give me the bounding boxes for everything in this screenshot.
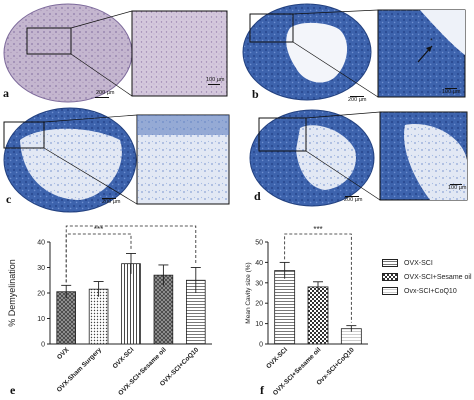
y-axis-label: % Demyelination — [7, 259, 17, 327]
y-tick-label: 20 — [255, 301, 263, 308]
bar — [121, 263, 141, 345]
significance-label: *** — [94, 225, 103, 234]
scale-b-main: 200 µm — [348, 97, 367, 103]
y-tick-label: 30 — [255, 280, 263, 287]
panel-c-inset — [136, 114, 230, 205]
y-tick-label: 40 — [37, 240, 45, 247]
y-tick-label: 50 — [255, 240, 263, 247]
panel-b-label: b — [252, 87, 259, 101]
panel-b-inset: * — [377, 9, 466, 98]
panel-d-main — [249, 109, 381, 207]
scale-bar-a-main — [95, 97, 109, 98]
bar — [274, 270, 296, 345]
chart-f-legend: OVX-SCI OVX-SCI+Sesame oil Ovx-SCI+CoQ10 — [382, 256, 472, 298]
scale-d-main: 200 µm — [344, 197, 363, 203]
scale-bar-b-inset — [445, 88, 457, 89]
scale-bar-d-main — [345, 196, 359, 197]
x-tick-label: OVX — [56, 346, 71, 361]
panel-d-inset — [379, 111, 468, 201]
bar — [307, 286, 329, 345]
bar — [153, 274, 174, 345]
legend-item: Ovx-SCI+CoQ10 — [382, 284, 472, 298]
scale-d-inset: 100 µm — [448, 185, 467, 191]
legend-label: OVX-SCI+Sesame oil — [404, 273, 472, 281]
y-tick-label: 10 — [37, 316, 45, 323]
legend-item: OVX-SCI+Sesame oil — [382, 270, 472, 284]
legend-swatch — [382, 273, 398, 281]
panel-a-label: a — [3, 86, 9, 100]
scale-c-main: 200 µm — [102, 199, 121, 205]
scale-a-inset: 100 µm — [206, 77, 225, 83]
panel-d-label: d — [254, 189, 261, 203]
legend-item: OVX-SCI — [382, 256, 472, 270]
scale-bar-c-main — [102, 198, 116, 199]
scale-a-main: 200 µm — [96, 90, 115, 96]
bar — [56, 291, 76, 345]
svg-text:*: * — [430, 38, 433, 45]
y-tick-label: 20 — [37, 291, 45, 298]
significance-label: *** — [313, 225, 322, 234]
y-tick-label: 0 — [259, 342, 263, 349]
micrograph-grid: * — [3, 3, 468, 213]
y-tick-label: 40 — [255, 260, 263, 267]
panel-label: f — [260, 383, 265, 397]
panel-a-main — [3, 3, 133, 103]
x-tick-label: OVX-SCI — [265, 346, 289, 370]
scale-bar-d-inset — [450, 184, 462, 185]
legend-swatch — [382, 259, 398, 267]
significance-bracket — [65, 233, 132, 283]
scale-b-inset: 100 µm — [442, 89, 461, 95]
legend-label: OVX-SCI — [404, 259, 433, 267]
panel-c-label: c — [6, 192, 12, 206]
legend-label: Ovx-SCI+CoQ10 — [404, 287, 457, 295]
panel-a-inset — [131, 10, 228, 97]
y-tick-label: 0 — [41, 342, 45, 349]
y-tick-label: 10 — [255, 321, 263, 328]
bar — [88, 288, 109, 345]
panel-label: e — [10, 383, 16, 397]
y-tick-label: 30 — [37, 265, 45, 272]
scale-bar-b-main — [350, 96, 364, 97]
significance-bracket — [284, 233, 352, 323]
panel-c-main — [3, 107, 138, 213]
significance-bracket — [65, 225, 197, 283]
scale-bar-a-inset — [208, 84, 220, 85]
legend-swatch — [382, 287, 398, 295]
y-axis-label: Mean Cavity size (%) — [245, 262, 252, 323]
x-tick-label: OVX-SCI — [112, 346, 136, 370]
significance-label: ** — [128, 222, 134, 226]
panel-b-main — [242, 3, 379, 101]
